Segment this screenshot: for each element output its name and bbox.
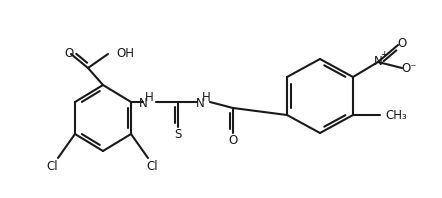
Text: H: H <box>145 90 153 104</box>
Text: Cl: Cl <box>46 160 58 172</box>
Text: O⁻: O⁻ <box>401 62 417 74</box>
Text: CH₃: CH₃ <box>385 109 407 122</box>
Text: Cl: Cl <box>146 160 158 172</box>
Text: S: S <box>174 129 182 142</box>
Text: N: N <box>139 96 147 109</box>
Text: N: N <box>196 96 204 109</box>
Text: O: O <box>229 134 238 148</box>
Text: H: H <box>202 90 210 104</box>
Text: +: + <box>380 50 388 58</box>
Text: O: O <box>65 47 74 60</box>
Text: OH: OH <box>116 47 134 60</box>
Text: N: N <box>373 54 382 68</box>
Text: O: O <box>397 36 407 50</box>
